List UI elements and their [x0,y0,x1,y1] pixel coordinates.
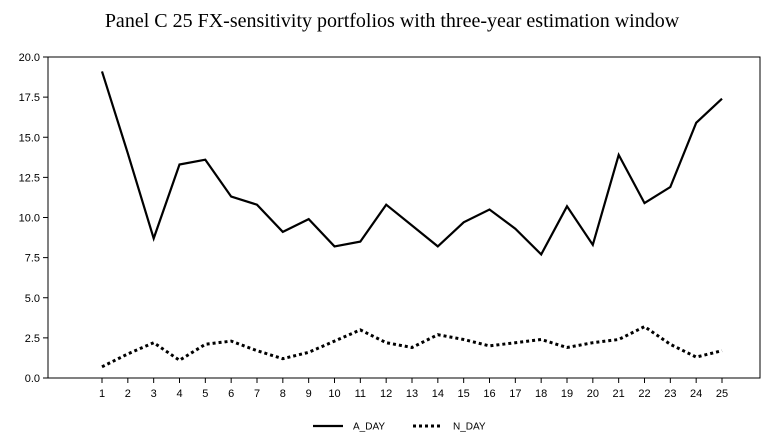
x-tick-label: 6 [228,388,234,400]
x-tick-label: 9 [306,388,312,400]
x-tick-label: 18 [535,388,547,400]
y-tick-label: 2.5 [25,333,40,345]
x-tick-label: 13 [406,388,418,400]
x-tick-label: 15 [458,388,470,400]
y-axis-ticks: 0.0 2.5 5.0 7.5 10.0 12.5 15.0 17.5 20.0 [19,52,48,385]
y-tick-label: 0.0 [25,373,40,385]
legend-label: N_DAY [453,422,486,433]
x-tick-label: 16 [483,388,495,400]
x-tick-label: 14 [432,388,444,400]
plot-frame [47,56,761,379]
x-tick-label: 17 [509,388,521,400]
x-tick-label: 8 [280,388,286,400]
x-tick-label: 25 [716,388,728,400]
x-tick-label: 5 [202,388,208,400]
y-tick-label: 5.0 [25,293,40,305]
x-tick-label: 3 [151,388,157,400]
y-tick-label: 10.0 [19,213,40,225]
series-lines [100,71,723,369]
y-tick-label: 15.0 [19,132,40,144]
y-tick-label: 12.5 [19,172,40,184]
x-tick-label: 20 [587,388,599,400]
x-tick-label: 24 [690,388,702,400]
legend-label: A_DAY [353,422,385,433]
x-tick-label: 10 [328,388,340,400]
x-tick-label: 4 [176,388,182,400]
y-tick-label: 20.0 [19,52,40,64]
x-tick-label: 11 [355,388,366,400]
x-tick-label: 23 [664,388,676,400]
x-tick-label: 21 [613,388,625,400]
x-axis-ticks: 1 2 3 4 5 6 7 8 9 10 11 12 13 14 15 16 17 18 19 20 21 22 23 24 2… [99,378,728,400]
axes [47,56,761,379]
x-tick-label: 22 [638,388,650,400]
x-tick-label: 2 [125,388,131,400]
y-tick-label: 7.5 [25,253,40,265]
x-tick-label: 7 [254,388,260,400]
x-tick-label: 12 [380,388,392,400]
series-line-a-day [100,71,723,257]
x-tick-label: 1 [99,388,105,400]
x-tick-label: 19 [561,388,573,400]
series-line-n-day [101,324,723,369]
chart-title: Panel C 25 FX-sensitivity portfolios wit… [104,10,680,32]
legend: A_DAY N_DAY [313,422,486,433]
y-tick-label: 17.5 [19,92,40,104]
